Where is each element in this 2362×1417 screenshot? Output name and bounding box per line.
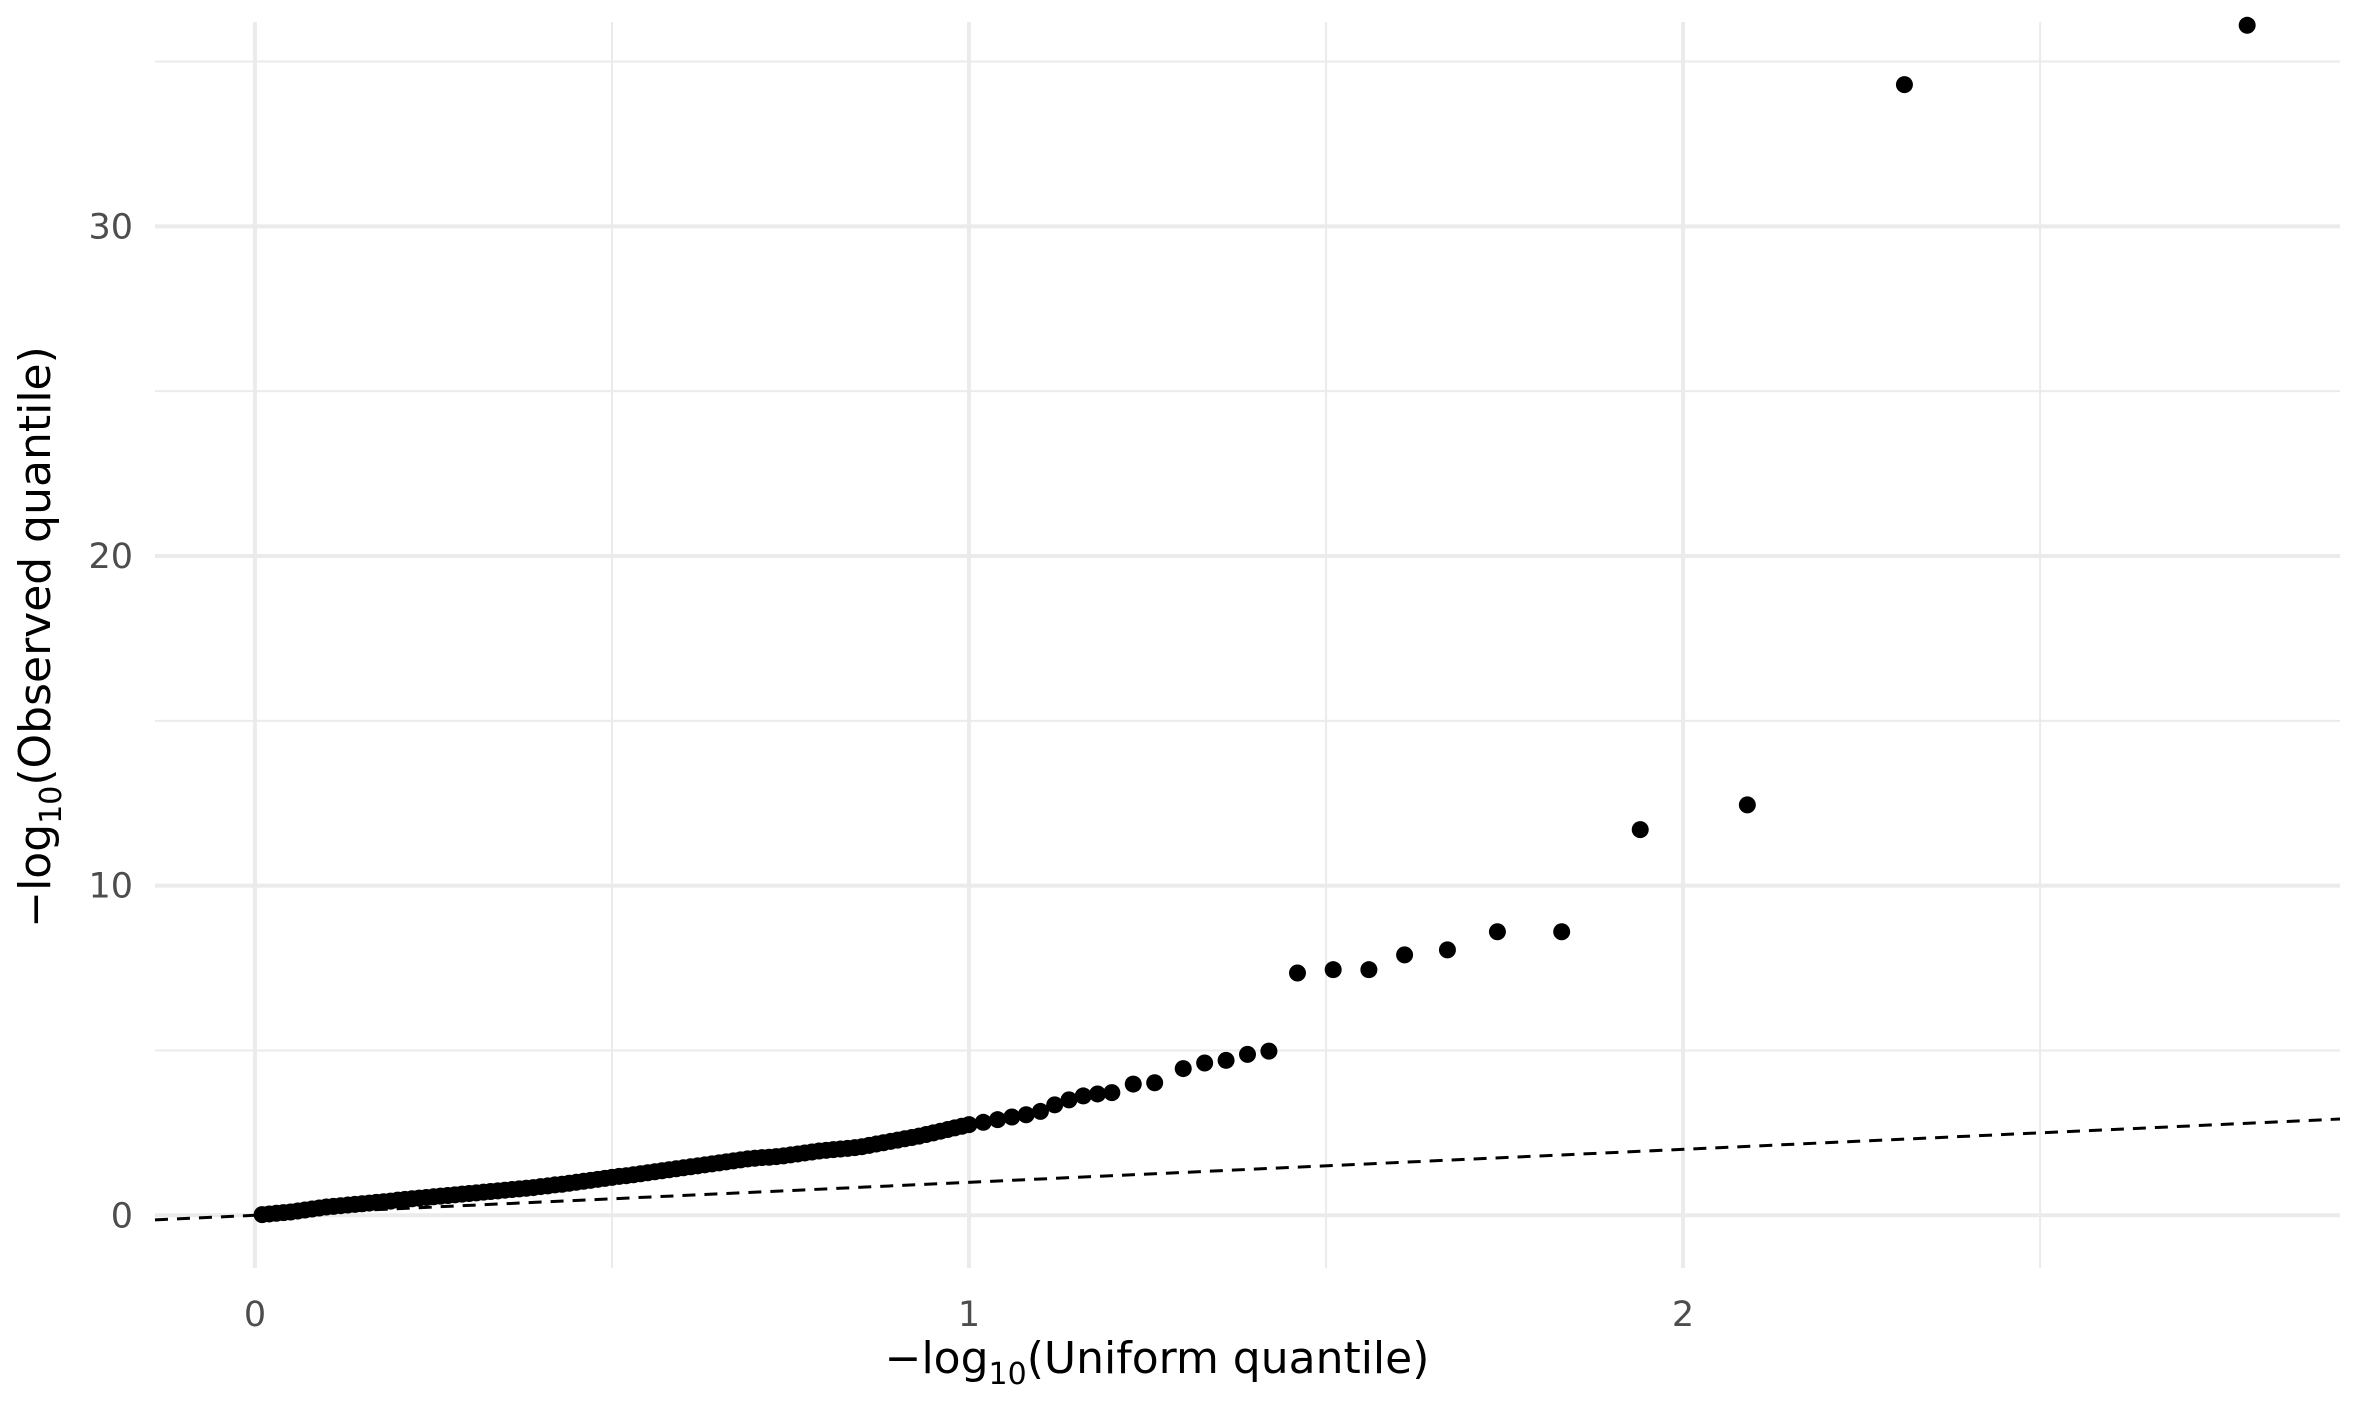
x-tick-label: 1 <box>958 1295 980 1335</box>
data-point <box>1146 1074 1164 1092</box>
data-point <box>1060 1091 1078 1109</box>
y-tick-label: 0 <box>111 1196 133 1236</box>
x-axis-title-suffix: (Uniform quantile) <box>1027 1333 1430 1384</box>
data-point <box>1124 1075 1142 1093</box>
data-point <box>1239 1045 1256 1063</box>
data-point <box>974 1113 992 1131</box>
data-point <box>2238 16 2256 34</box>
data-point <box>1174 1060 1192 1078</box>
y-tick-label: 10 <box>88 867 133 907</box>
x-tick-label: 0 <box>244 1295 266 1335</box>
y-tick-label: 30 <box>88 207 133 247</box>
data-point <box>1553 923 1571 941</box>
x-axis-title-prefix: −log <box>885 1333 989 1384</box>
data-point <box>1003 1108 1021 1126</box>
y-axis-title: −log10(Observed quantile) <box>10 346 69 928</box>
y-tick-label: 20 <box>88 537 133 577</box>
x-axis-title-subscript: 10 <box>989 1357 1027 1392</box>
data-point <box>989 1111 1007 1129</box>
data-point <box>1103 1084 1121 1102</box>
data-point <box>1631 821 1649 839</box>
data-point <box>1217 1051 1235 1069</box>
data-point <box>1196 1054 1214 1072</box>
y-axis-title-prefix: −log <box>10 824 61 928</box>
data-point <box>1396 946 1414 964</box>
reference-line <box>154 1117 2341 1222</box>
y-axis-title-subscript: 10 <box>34 786 69 824</box>
data-point <box>1360 961 1378 979</box>
data-point <box>1438 941 1456 959</box>
data-point <box>1738 796 1756 814</box>
y-tick-labels: 0 10 20 30 <box>88 207 133 1236</box>
major-gridlines <box>155 22 2340 1268</box>
data-point <box>1031 1102 1049 1120</box>
x-tick-labels: 0 1 2 <box>244 1295 1694 1335</box>
x-tick-label: 2 <box>1672 1295 1694 1335</box>
data-point <box>1324 961 1342 979</box>
x-axis-title: −log10(Uniform quantile) <box>885 1333 1430 1392</box>
data-points <box>253 16 2256 1224</box>
data-point <box>1074 1087 1092 1105</box>
data-point <box>1488 923 1506 941</box>
y-axis-title-suffix: (Observed quantile) <box>10 346 61 785</box>
data-point <box>1017 1106 1035 1124</box>
data-point <box>1089 1085 1107 1103</box>
data-point <box>1288 964 1306 982</box>
data-point <box>960 1116 978 1134</box>
data-point <box>1046 1096 1064 1114</box>
data-point <box>1260 1042 1278 1060</box>
data-point <box>1895 76 1913 94</box>
